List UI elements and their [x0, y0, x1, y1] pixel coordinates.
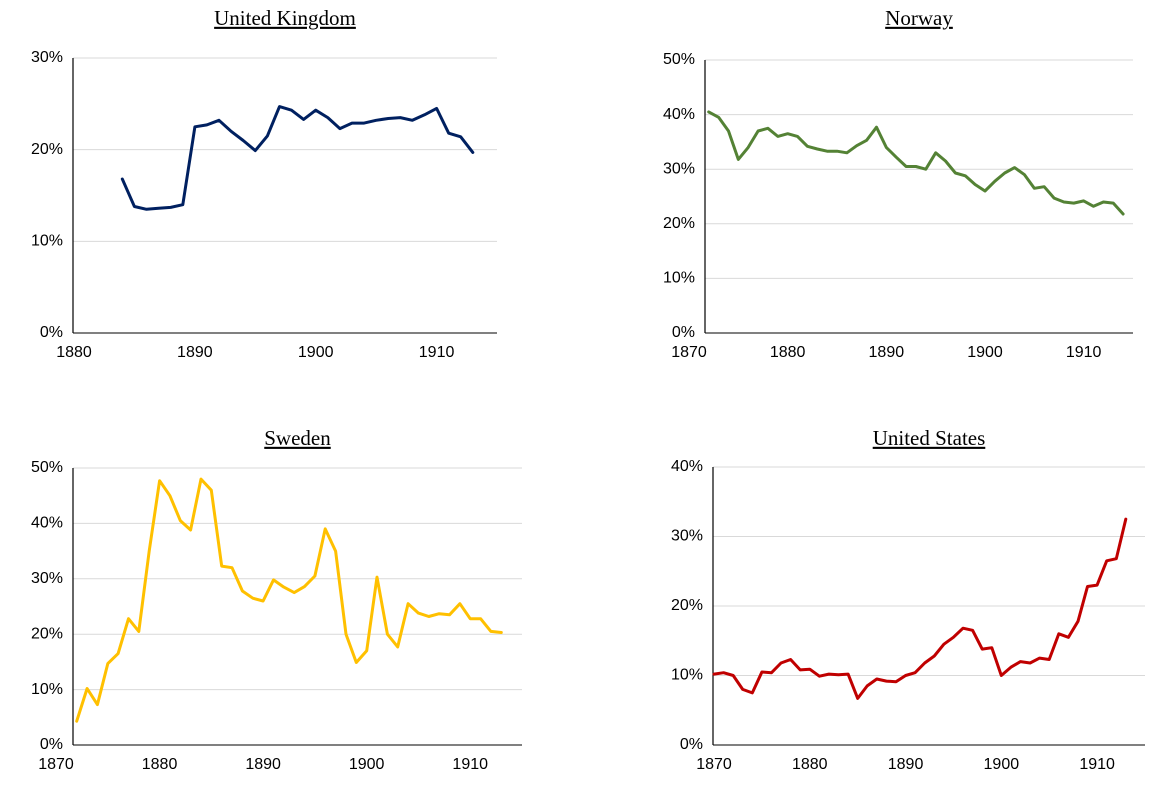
x-tick-label: 1890 [177, 344, 213, 361]
x-tick-label: 1900 [349, 756, 385, 773]
y-tick-label: 30% [31, 570, 63, 587]
y-tick-label: 10% [31, 681, 63, 698]
x-tick-label: 1900 [298, 344, 334, 361]
y-tick-label: 0% [40, 736, 63, 753]
x-tick-label: 1880 [770, 344, 806, 361]
y-tick-label: 40% [31, 515, 63, 532]
x-tick-label: 1900 [967, 344, 1003, 361]
x-tick-label: 1890 [245, 756, 281, 773]
x-tick-label: 1890 [888, 756, 924, 773]
y-tick-label: 10% [663, 270, 695, 287]
x-tick-label: 1910 [1066, 344, 1102, 361]
y-tick-label: 0% [40, 324, 63, 341]
y-tick-label: 0% [672, 324, 695, 341]
x-tick-label: 1900 [984, 756, 1020, 773]
x-tick-label: 1880 [792, 756, 828, 773]
line-series [712, 517, 1128, 700]
x-tick-label: 1870 [696, 756, 732, 773]
chart-title: United States [873, 426, 986, 450]
y-tick-label: 50% [31, 459, 63, 476]
line-series [120, 105, 475, 211]
x-tick-label: 1890 [869, 344, 905, 361]
line-series [707, 110, 1125, 216]
x-tick-label: 1910 [419, 344, 455, 361]
y-tick-label: 20% [663, 215, 695, 232]
x-tick-label: 1880 [56, 344, 92, 361]
y-tick-label: 40% [671, 458, 703, 475]
x-tick-label: 1870 [671, 344, 707, 361]
line-series [75, 477, 503, 723]
chart-title: Sweden [264, 426, 331, 450]
x-tick-label: 1910 [1079, 756, 1115, 773]
chart-title: Norway [885, 6, 953, 30]
y-tick-label: 30% [31, 49, 63, 66]
y-tick-label: 20% [31, 141, 63, 158]
x-tick-label: 1880 [142, 756, 178, 773]
y-tick-label: 10% [31, 233, 63, 250]
y-tick-label: 50% [663, 51, 695, 68]
y-tick-label: 20% [671, 597, 703, 614]
y-tick-label: 0% [680, 736, 703, 753]
y-tick-label: 20% [31, 625, 63, 642]
x-tick-label: 1870 [38, 756, 74, 773]
x-tick-label: 1910 [452, 756, 488, 773]
y-tick-label: 10% [671, 667, 703, 684]
y-tick-label: 30% [663, 160, 695, 177]
y-tick-label: 30% [671, 528, 703, 545]
chart-title: United Kingdom [214, 6, 356, 30]
y-tick-label: 40% [663, 106, 695, 123]
